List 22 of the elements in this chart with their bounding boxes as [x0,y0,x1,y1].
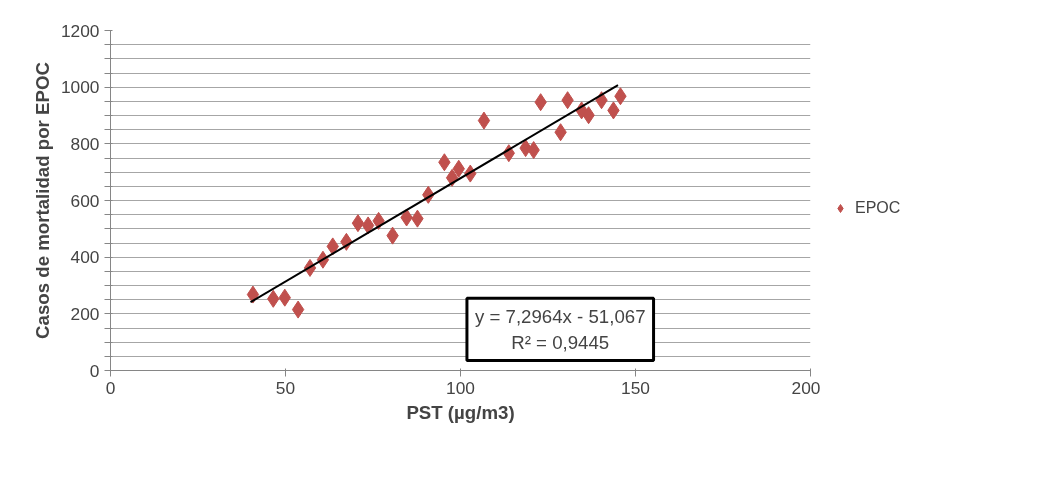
x-axis-title: PST (µg/m3) [406,401,515,423]
point [361,216,375,235]
y-tick-label: 600 [70,190,100,211]
x-tick-label: 150 [621,377,650,398]
annotation: y = 7,2964x - 51,067 [474,306,646,328]
x-tick-label: 0 [105,377,116,398]
y-tick-label: 400 [70,247,100,268]
y-tick-label: 200 [70,303,100,324]
y-axis-title: Casos de mortalidad por EPOC [31,62,53,339]
y-tick-label: 1200 [60,20,100,41]
point [291,300,305,319]
x-tick-label: 50 [275,377,296,398]
x-tick-label: 100 [446,377,475,398]
y-tick-label: 0 [89,360,100,381]
annotation: R² = 0,9445 [511,331,610,353]
x-tick-label: 200 [791,377,821,398]
legend-label: EPOC [855,198,901,217]
point [246,285,260,304]
point [351,214,365,233]
y-tick-label: 1000 [60,77,100,98]
y-tick-label: 800 [70,133,100,154]
point [477,111,491,130]
